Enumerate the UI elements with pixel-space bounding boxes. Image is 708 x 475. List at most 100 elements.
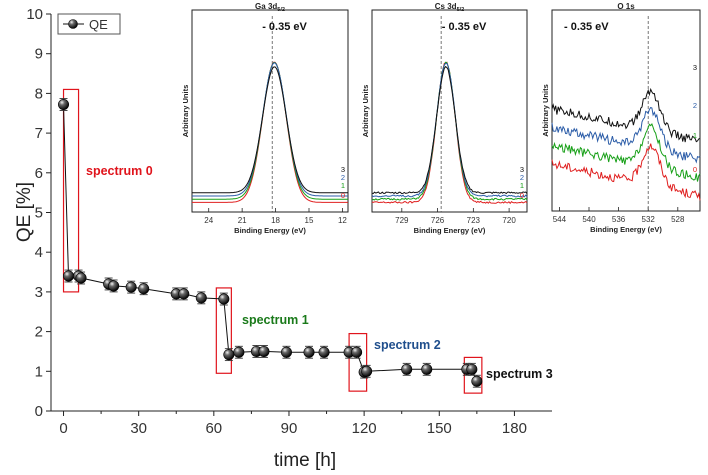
inset-x-tick-label: 24 (204, 216, 213, 225)
data-point (401, 363, 413, 375)
inset-shift-label: - 0.35 eV (442, 21, 487, 33)
x-tick-label: 180 (502, 420, 527, 437)
data-point (233, 346, 245, 358)
x-axis-label: time [h] (274, 450, 336, 471)
legend-label: QE (89, 17, 108, 32)
x-tick-label: 0 (59, 420, 67, 437)
x-tick-label: 90 (281, 420, 298, 437)
inset-x-tick-label: 720 (502, 216, 516, 225)
data-point (223, 349, 235, 361)
inset-y-label: Arbitrary Units (361, 85, 370, 138)
legend-marker (68, 19, 78, 29)
data-point (258, 345, 270, 357)
annotation-box (62, 88, 80, 293)
inset-curve (551, 122, 701, 182)
data-point (58, 99, 70, 111)
inset-x-label: Binding Energy (eV) (234, 226, 306, 235)
data-point (108, 280, 120, 292)
inset-curve-label: 1 (693, 131, 697, 140)
data-point (218, 293, 230, 305)
legend: QE (57, 13, 121, 35)
y-tick-label: 4 (35, 244, 43, 261)
inset-curve (371, 65, 528, 195)
annotation-label: spectrum 2 (374, 338, 441, 352)
inset-curve (192, 66, 348, 194)
data-point (421, 363, 433, 375)
inset-title-subscript: 5/2 (457, 7, 465, 13)
inset-panel: 24 21 18 15 12 Binding Energy (eV) Arbitrary U… (181, 2, 349, 235)
y-tick-label: 3 (35, 284, 43, 301)
inset-curve-label: 2 (341, 173, 345, 182)
inset-curve (551, 106, 701, 164)
inset-curve (371, 62, 528, 198)
legend-box (57, 13, 121, 35)
x-tick-label: 120 (352, 420, 377, 437)
inset-frame (191, 9, 349, 213)
data-point (178, 288, 190, 300)
annotation-box (215, 287, 232, 374)
data-point (63, 270, 75, 282)
inset-curve (192, 62, 348, 197)
inset-panel: 729 726 723 720 Binding Energy (eV) Arbitrary… (361, 2, 528, 235)
data-point (138, 283, 150, 295)
data-point (351, 346, 363, 358)
inset-x-tick-label: 18 (271, 216, 280, 225)
data-point (125, 281, 137, 293)
inset-curve-label: 1 (341, 181, 345, 190)
inset-x-tick-label: 723 (467, 216, 481, 225)
inset-y-label: Arbitrary Units (541, 84, 550, 137)
annotation-label: spectrum 0 (86, 164, 153, 178)
inset-x-label: Binding Energy (eV) (414, 226, 486, 235)
inset-curve-label: 0 (341, 191, 345, 200)
inset-x-tick-label: 532 (642, 215, 656, 224)
inset-x-tick-label: 540 (582, 215, 596, 224)
inset-x-tick-label: 726 (431, 216, 445, 225)
inset-x-tick-label: 536 (612, 215, 626, 224)
y-tick-label: 9 (35, 46, 43, 63)
inset-curve (551, 87, 701, 143)
x-tick-label: 60 (205, 420, 222, 437)
data-point (361, 365, 373, 377)
y-tick-label: 8 (35, 85, 43, 102)
data-point (75, 272, 87, 284)
y-tick-label: 2 (35, 324, 43, 341)
data-point (280, 346, 292, 358)
inset-curve-label: 3 (520, 165, 524, 174)
inset-curve-label: 2 (520, 173, 524, 182)
inset-x-tick-label: 544 (553, 215, 567, 224)
data-point (318, 346, 330, 358)
inset-curve-label: 3 (341, 165, 345, 174)
data-point (471, 375, 483, 387)
inset-curve-label: 1 (520, 181, 524, 190)
data-point (303, 346, 315, 358)
inset-frame (371, 9, 528, 213)
inset-curve-label: 0 (520, 191, 524, 200)
annotation-label: spectrum 1 (242, 313, 309, 327)
annotation-box (348, 332, 368, 392)
data-point (466, 363, 478, 375)
y-axis-label: QE [%] (14, 182, 35, 242)
inset-title: O 1s (617, 2, 635, 11)
y-tick-label: 7 (35, 125, 43, 142)
inset-curve-label: 2 (693, 101, 697, 110)
inset-frame (551, 9, 701, 212)
inset-shift-label: - 0.35 eV (262, 21, 307, 33)
inset-title-subscript: 5/2 (277, 7, 285, 13)
inset-y-label: Arbitrary Units (181, 85, 190, 138)
inset-x-tick-label: 12 (338, 216, 347, 225)
inset-x-tick-label: 729 (395, 216, 409, 225)
inset-curve-label: 3 (693, 63, 697, 72)
inset-panel: 544 540 536 532 528 Binding Energy (eV) Arbitr… (541, 2, 701, 234)
inset-shift-label: - 0.35 eV (564, 21, 609, 33)
inset-x-label: Binding Energy (eV) (590, 225, 662, 234)
y-tick-label: 10 (26, 6, 43, 23)
inset-x-tick-label: 21 (238, 216, 247, 225)
y-tick-label: 1 (35, 363, 43, 380)
inset-x-tick-label: 15 (305, 216, 314, 225)
annotation-label: spectrum 3 (486, 367, 553, 381)
data-point (195, 292, 207, 304)
x-tick-label: 150 (427, 420, 452, 437)
inset-curve (551, 143, 701, 201)
